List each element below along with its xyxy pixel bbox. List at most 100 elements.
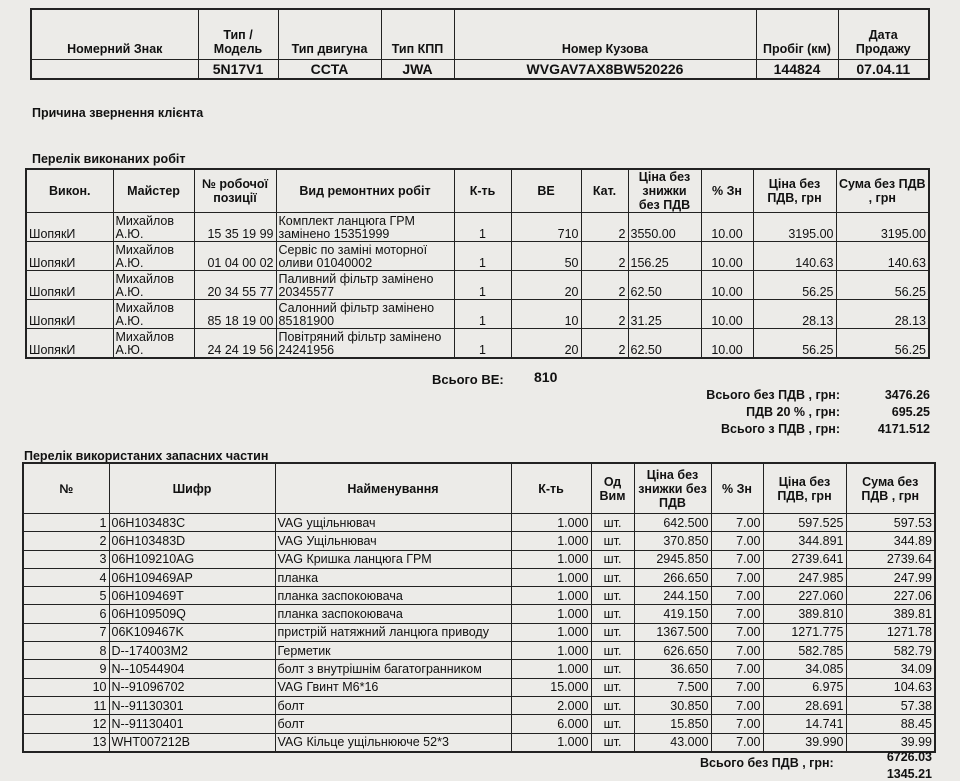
parts-cell: 389.810	[762, 604, 847, 624]
works-cell: 31.25	[627, 299, 702, 329]
parts-cell: 1.000	[510, 659, 592, 679]
vehicle-header-cell: Тип КПП	[380, 8, 455, 60]
vehicle-header-cell: Номер Кузова	[453, 8, 757, 60]
works-cell: 140.63	[835, 241, 930, 271]
parts-cell: 227.060	[762, 586, 847, 606]
parts-cell: 10	[22, 677, 110, 697]
works-cell: 1	[453, 241, 512, 271]
parts-cell: 266.650	[633, 567, 712, 588]
parts-cell: 12	[22, 714, 110, 734]
parts-row: 10 N--91096702 VAG Гвинт М6*16 15.000 шт. 7.5…	[22, 677, 936, 697]
works-total-row: ПДВ 20 % , грн: 695.25	[640, 405, 930, 422]
client-reason-label: Причина звернення клієнта	[32, 106, 204, 120]
works-header-cell: К-ть	[453, 168, 512, 213]
works-cell: ШопякИ	[25, 270, 114, 300]
parts-cell: 1.000	[510, 512, 592, 533]
parts-cell: 2739.641	[762, 549, 847, 569]
parts-header-cell: Од Вим	[590, 462, 635, 514]
parts-header-cell: №	[22, 462, 110, 514]
works-cell: 2	[580, 270, 629, 300]
parts-table: № Шифр Найменування К-ть Од Вим Ціна без зниж…	[22, 462, 936, 753]
works-header-cell: Сума без ПДВ , грн	[835, 168, 930, 213]
parts-cell: WHT007212B	[108, 732, 276, 753]
total-be-value: 810	[534, 369, 558, 385]
works-cell: 3550.00	[627, 212, 702, 242]
works-cell: 1	[453, 299, 512, 329]
parts-cell: шт.	[590, 622, 635, 643]
parts-row: 9 N--10544904 болт з внутрішнім багатогран…	[22, 659, 936, 679]
works-cell: ШопякИ	[25, 328, 114, 359]
works-cell: Повітряний фільтр замінено 24241956	[275, 328, 455, 359]
parts-header-cell: Шифр	[108, 462, 276, 514]
works-cell: 28.13	[835, 299, 930, 329]
parts-header-cell: % Зн	[710, 462, 764, 514]
parts-cell: 419.150	[633, 604, 712, 624]
parts-cell: 370.850	[633, 531, 712, 551]
parts-row: 2 06H103483D VAG Ущільнювач 1.000 шт. 370.850…	[22, 531, 936, 551]
works-row: ШопякИ Михайлов А.Ю. 85 18 19 00 Салонний ф…	[25, 299, 930, 329]
parts-cell: 7.00	[710, 695, 764, 716]
parts-cell: 11	[22, 695, 110, 716]
parts-row: 11 N--91130301 болт 2.000 шт. 30.850 7.00 28.69…	[22, 695, 936, 716]
vehicle-value-cell: 07.04.11	[837, 59, 930, 80]
parts-cell: 1.000	[510, 732, 592, 753]
parts-cell: 36.650	[633, 659, 712, 679]
works-cell: Паливний фільтр замінено 20345577	[275, 270, 455, 300]
works-total-value: 695.25	[891, 405, 930, 419]
parts-row: 7 06K109467K пристрій натяжний ланцюга при…	[22, 622, 936, 643]
parts-cell: N--10544904	[108, 659, 276, 679]
works-cell: 2	[580, 212, 629, 242]
parts-cell: планка заспокоювача	[274, 586, 512, 606]
works-cell: 156.25	[627, 241, 702, 271]
parts-cell: 39.99	[845, 732, 936, 753]
works-cell: 20 34 55 77	[193, 270, 277, 300]
vehicle-header-cell: Номерний Знак	[30, 8, 199, 60]
works-cell: 1	[453, 212, 512, 242]
works-cell: Михайлов А.Ю.	[112, 328, 195, 359]
works-cell: 140.63	[752, 241, 837, 271]
works-cell: 85 18 19 00	[193, 299, 277, 329]
parts-cell: 344.89	[845, 531, 936, 551]
parts-cell: 2739.64	[845, 549, 936, 569]
parts-cell: 06K109467K	[108, 622, 276, 643]
parts-cell: 1271.775	[762, 622, 847, 643]
works-header-cell: Кат.	[580, 168, 629, 213]
parts-header-cell: К-ть	[510, 462, 592, 514]
parts-cell: 5	[22, 586, 110, 606]
parts-cell: пристрій натяжний ланцюга приводу	[274, 622, 512, 643]
parts-cell: VAG Кришка ланцюга ГРМ	[274, 549, 512, 569]
parts-cell: 28.691	[762, 695, 847, 716]
parts-cell: 1.000	[510, 604, 592, 624]
parts-cell: 6.975	[762, 677, 847, 697]
parts-row: 8 D--174003M2 Герметик 1.000 шт. 626.650 7.00 5…	[22, 641, 936, 661]
parts-cell: 39.990	[762, 732, 847, 753]
parts-cell: шт.	[590, 659, 635, 679]
works-cell: 710	[510, 212, 582, 242]
works-cell: Михайлов А.Ю.	[112, 299, 195, 329]
parts-cell: планка	[274, 567, 512, 588]
parts-header-cell: Ціна без знижки без ПДВ	[633, 462, 712, 514]
works-header-cell: ВЕ	[510, 168, 582, 213]
parts-cell: 6.000	[510, 714, 592, 734]
parts-cell: 1	[22, 512, 110, 533]
parts-cell: 06H109210AG	[108, 549, 276, 569]
parts-cell: 344.891	[762, 531, 847, 551]
parts-cell: 6	[22, 604, 110, 624]
works-cell: 1	[453, 328, 512, 359]
parts-cell: 7.00	[710, 641, 764, 661]
works-cell: ШопякИ	[25, 299, 114, 329]
parts-total-label: Всього без ПДВ , грн:	[700, 756, 834, 770]
parts-row: 4 06H109469AP планка 1.000 шт. 266.650 7.00 247…	[22, 567, 936, 588]
parts-cell: 06H109509Q	[108, 604, 276, 624]
parts-cell: N--91096702	[108, 677, 276, 697]
parts-cell: болт	[274, 695, 512, 716]
vehicle-value-cell: 144824	[755, 59, 839, 80]
parts-cell: 7.500	[633, 677, 712, 697]
parts-cell: 2945.850	[633, 549, 712, 569]
parts-cell: 247.985	[762, 567, 847, 588]
works-cell: Михайлов А.Ю.	[112, 212, 195, 242]
parts-cell: 1.000	[510, 567, 592, 588]
vehicle-header-cell: Дата Продажу	[837, 8, 930, 60]
parts-cell: шт.	[590, 677, 635, 697]
parts-cell: 1.000	[510, 531, 592, 551]
